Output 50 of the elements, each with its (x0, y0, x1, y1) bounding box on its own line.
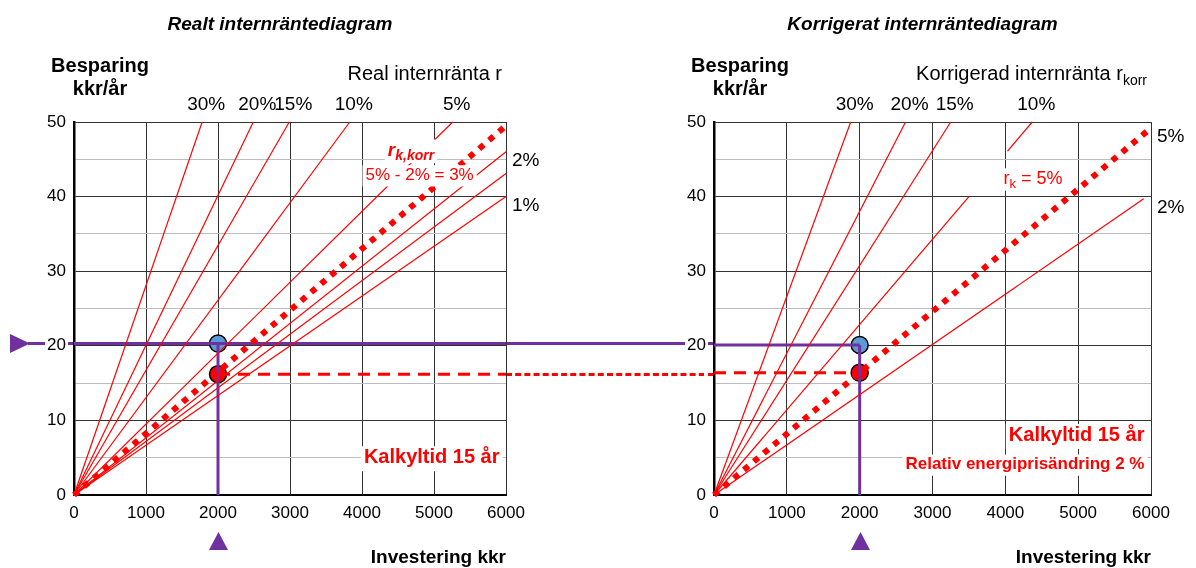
series-label: 2% (512, 148, 540, 170)
y-tick-label: 10 (687, 410, 706, 430)
series-label: 5% (442, 93, 471, 114)
x-tick-label: 5000 (1059, 502, 1098, 522)
x-tick-label: 4000 (343, 502, 381, 522)
annotation: 5% - 2% = 3% (365, 164, 474, 184)
y-tick-label: 40 (687, 186, 706, 206)
x-tick-label: 5000 (415, 502, 453, 522)
series-label: 15% (274, 93, 313, 114)
x-tick-label: 6000 (1132, 502, 1170, 522)
annotation: Kalkyltid 15 år (363, 445, 500, 468)
x-tick-label: 0 (709, 502, 719, 522)
chart-title: Korrigerat internräntediagram (787, 13, 1058, 34)
series-label: 30% (835, 93, 874, 114)
y-tick-label: 50 (687, 111, 706, 131)
y-tick-label: 0 (56, 484, 66, 504)
y-axis-title: Besparing kkr/år (51, 54, 149, 99)
y-tick-label: 30 (687, 260, 706, 280)
y-axis-title: Besparing kkr/år (691, 54, 789, 99)
y-tick-label: 40 (47, 186, 66, 206)
chart-title: Realt internräntediagram (167, 13, 393, 34)
x-tick-label: 2000 (840, 502, 879, 522)
series-label: 30% (187, 93, 226, 114)
series-label: 1% (512, 193, 540, 215)
x-tick-label: 4000 (986, 502, 1025, 522)
y-tick-label: 30 (47, 260, 66, 280)
series-label: 5% (1157, 124, 1185, 146)
x-tick-label: 6000 (487, 502, 525, 522)
annotation: Kalkyltid 15 år (1008, 422, 1145, 445)
y-tick-label: 0 (696, 484, 706, 504)
series-label: 10% (334, 93, 373, 114)
x-tick-label: 1000 (127, 502, 165, 522)
legend-title: Real internränta r (347, 62, 503, 84)
series-label: 2% (1157, 195, 1185, 217)
series-label: 20% (238, 93, 277, 114)
annotation: Relativ energiprisändring 2 % (905, 453, 1145, 473)
y-tick-label: 10 (47, 410, 66, 430)
y-tick-label: 20 (687, 335, 706, 355)
x-tick-label: 0 (69, 502, 79, 522)
x-axis-title: Investering kkr (370, 546, 507, 567)
series-label: 20% (890, 93, 929, 114)
series-label: 15% (935, 93, 974, 114)
x-tick-label: 2000 (199, 502, 237, 522)
x-axis-title: Investering kkr (1015, 546, 1152, 567)
x-tick-label: 3000 (271, 502, 309, 522)
x-tick-label: 3000 (913, 502, 952, 522)
y-tick-label: 50 (47, 111, 66, 131)
x-tick-label: 1000 (767, 502, 806, 522)
series-label: 10% (1017, 93, 1056, 114)
y-tick-label: 20 (47, 335, 66, 355)
